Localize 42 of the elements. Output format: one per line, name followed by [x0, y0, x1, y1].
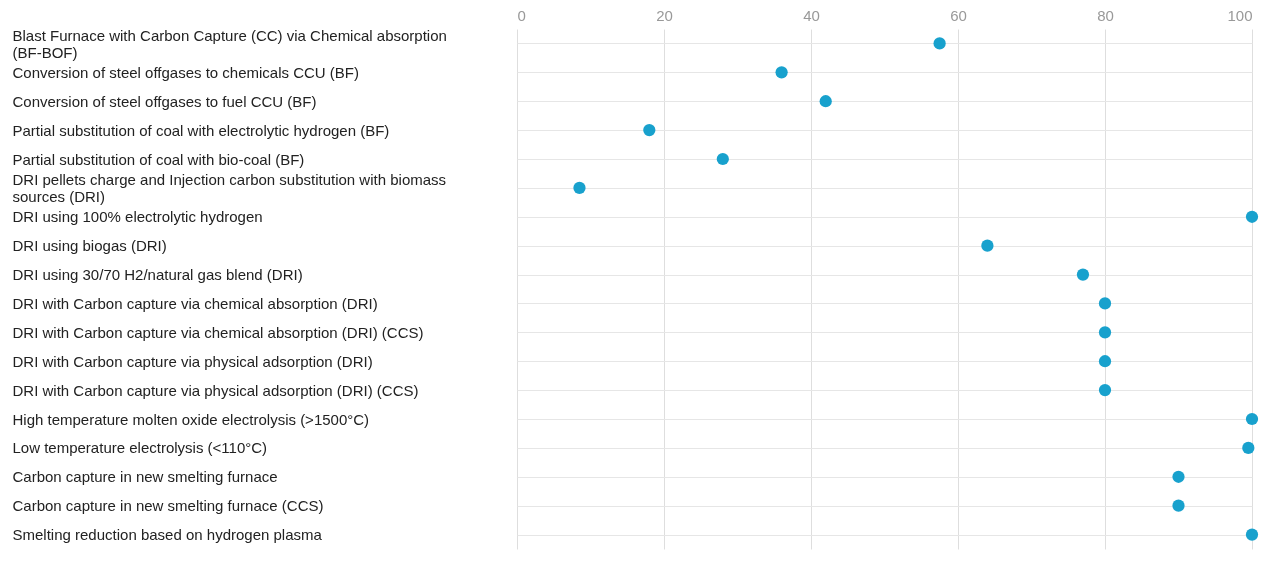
point	[1245, 412, 1259, 426]
point	[819, 95, 832, 108]
x-tick-label: 60	[950, 6, 967, 24]
x-tick-label: 80	[1097, 6, 1114, 24]
point	[1245, 210, 1259, 223]
y-tick-label: Carbon capture in new smelting furnace (CCS)	[12, 497, 324, 515]
point	[933, 37, 946, 50]
y-tick-label: High temperature molten oxide electrolysis (>1500°C)	[12, 410, 370, 428]
y-tick-label: DRI with Carbon capture via physical adsorption (DRI) (CCS)	[12, 381, 419, 399]
x-tick-label: 40	[803, 6, 820, 24]
point	[1076, 268, 1090, 281]
point	[1242, 441, 1255, 454]
y-tick-label: Carbon capture in new smelting furnace	[12, 468, 278, 486]
point	[1172, 499, 1185, 512]
point	[573, 181, 586, 194]
y-tick-label: DRI with Carbon capture via chemical absorption (DRI)	[12, 294, 378, 312]
point	[716, 152, 729, 166]
point	[1172, 470, 1185, 483]
point	[981, 239, 994, 252]
x-tick-label: 20	[656, 6, 673, 24]
y-tick-label: Partial substitution of coal with bio-coal (BF)	[12, 150, 305, 168]
y-tick-label: Smelting reduction based on hydrogen plasma	[12, 526, 323, 544]
y-tick-label: DRI using 100% electrolytic hydrogen	[12, 208, 263, 226]
x-tick-label: 100	[1227, 6, 1253, 24]
point	[643, 124, 656, 137]
y-tick-label: DRI with Carbon capture via chemical absorption (DRI) (CCS)	[12, 323, 424, 341]
y-tick-label: Conversion of steel offgases to fuel CCU (BF)	[12, 92, 317, 110]
point	[1098, 326, 1112, 339]
y-tick-label: Partial substitution of coal with electrolytic hydrogen (BF)	[12, 121, 390, 139]
y-tick-label: Blast Furnace with Carbon Capture (CC) via Chemical absorption (BF-BOF)	[12, 26, 447, 61]
y-tick-label: DRI with Carbon capture via physical adsorption (DRI)	[12, 352, 373, 370]
point	[775, 66, 788, 79]
point	[1098, 355, 1112, 368]
y-tick-label: DRI using 30/70 H2/natural gas blend (DRI)	[12, 266, 303, 284]
y-tick-label: Low temperature electrolysis (<110°C)	[12, 439, 268, 457]
y-tick-label: Conversion of steel offgases to chemicals CCU (BF)	[12, 63, 360, 81]
point	[1245, 528, 1259, 541]
point	[1098, 384, 1112, 397]
y-tick-label: DRI using biogas (DRI)	[12, 237, 167, 255]
point	[1098, 297, 1112, 310]
x-tick-label: 0	[517, 6, 526, 24]
y-tick-label: DRI pellets charge and Injection carbon substitution with biomass sources (DRI)	[12, 171, 447, 206]
